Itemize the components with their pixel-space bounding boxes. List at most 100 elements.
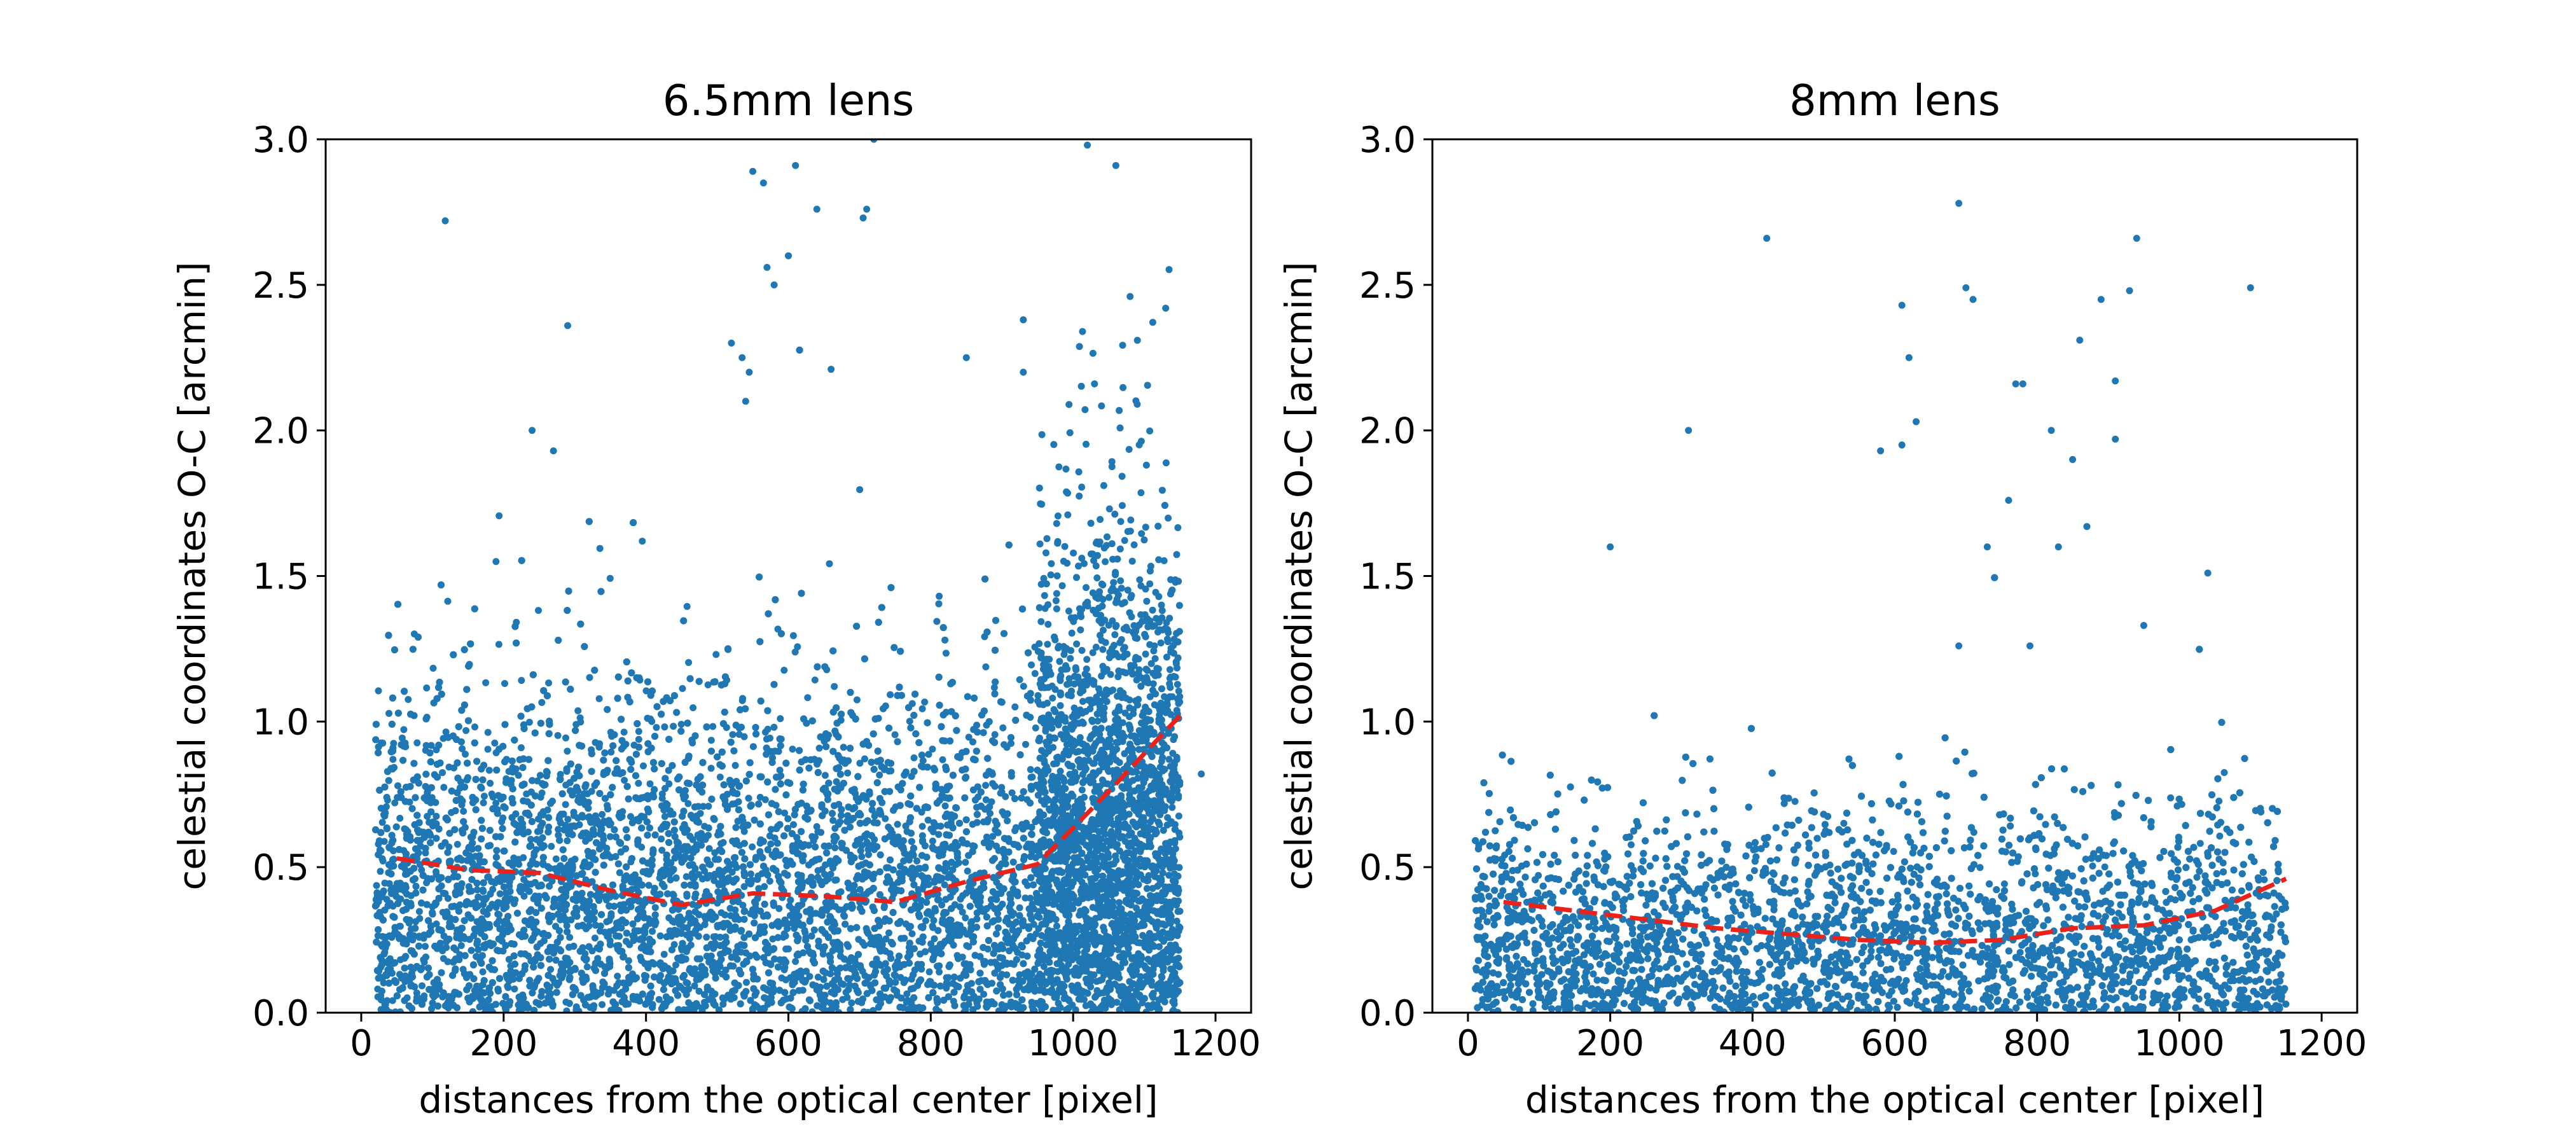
scatter-point (704, 681, 712, 689)
scatter-point (1001, 741, 1008, 749)
scatter-point (440, 955, 447, 962)
scatter-point (523, 880, 530, 887)
scatter-point (1009, 926, 1016, 934)
scatter-point (941, 636, 949, 644)
scatter-point (791, 648, 799, 656)
scatter-point (670, 723, 677, 730)
scatter-point (1021, 894, 1029, 902)
scatter-point (616, 869, 623, 877)
scatter-point (903, 990, 911, 997)
scatter-point (1011, 703, 1019, 711)
scatter-point (651, 904, 659, 912)
scatter-point (969, 738, 976, 746)
scatter-point (422, 943, 429, 950)
scatter-point (564, 837, 571, 845)
scatter-point (679, 684, 686, 692)
scatter-point (621, 777, 628, 784)
scatter-point (495, 512, 503, 520)
scatter-point (462, 727, 470, 734)
scatter-point (1020, 683, 1027, 690)
scatter-point (419, 982, 426, 990)
scatter-point (562, 734, 569, 742)
scatter-point (665, 780, 673, 788)
scatter-point (843, 994, 851, 1001)
scatter-point (790, 821, 797, 828)
scatter-point (499, 814, 507, 822)
scatter-point (973, 721, 981, 729)
scatter-point (924, 816, 932, 824)
scatter-point (727, 912, 735, 919)
scatter-point (1016, 971, 1023, 978)
scatter-point (400, 726, 408, 733)
scatter-point (821, 772, 829, 779)
scatter-point (929, 922, 936, 930)
scatter-point (415, 908, 423, 915)
scatter-point (554, 732, 562, 739)
scatter-point (743, 978, 750, 986)
scatter-point (491, 739, 499, 747)
scatter-point (865, 851, 872, 858)
scatter-point (396, 814, 404, 822)
scatter-point (538, 698, 546, 706)
scatter-point (964, 867, 971, 875)
scatter-point (929, 746, 936, 753)
scatter-point (480, 799, 487, 807)
scatter-point (456, 901, 464, 908)
scatter-point (729, 731, 737, 739)
scatter-point (627, 813, 634, 821)
scatter-point (562, 801, 569, 808)
scatter-point (689, 704, 697, 712)
scatter-point (677, 721, 685, 728)
scatter-point (989, 833, 997, 840)
scatter-point (777, 715, 784, 723)
scatter-point (925, 751, 932, 758)
scatter-point (649, 847, 657, 854)
scatter-point (444, 597, 452, 605)
scatter-point (831, 844, 839, 852)
scatter-point (805, 842, 812, 849)
scatter-point (683, 602, 691, 610)
scatter-point (433, 920, 440, 927)
scatter-point (640, 762, 647, 770)
scatter-point (936, 968, 943, 976)
scatter-point (484, 728, 492, 736)
scatter-point (906, 801, 914, 808)
scatter-point (685, 659, 693, 666)
scatter-point (423, 684, 431, 691)
scatter-point (416, 915, 424, 922)
scatter-point (844, 769, 852, 777)
scatter-point (485, 767, 493, 774)
scatter-point (780, 930, 788, 938)
scatter-point (635, 779, 642, 787)
scatter-point (936, 592, 943, 600)
scatter-point (495, 641, 502, 648)
scatter-point (991, 731, 999, 739)
scatter-point (705, 845, 713, 852)
scatter-point (941, 802, 949, 810)
scatter-point (941, 881, 948, 889)
scatter-point (761, 994, 768, 1001)
scatter-point (606, 574, 614, 582)
scatter-point (962, 914, 969, 922)
scatter-point (712, 933, 719, 940)
scatter-point (377, 868, 384, 875)
scatter-point (599, 1001, 606, 1008)
scatter-point (845, 943, 852, 950)
scatter-point (794, 643, 801, 651)
scatter-point (625, 957, 632, 964)
scatter-point (517, 744, 525, 751)
scatter-point (418, 866, 426, 874)
scatter-point (804, 694, 812, 702)
scatter-point (373, 882, 380, 889)
scatter-point (749, 743, 757, 751)
scatter-point (487, 779, 494, 787)
scatter-point (891, 731, 899, 739)
scatter-point (1027, 894, 1034, 902)
scatter-point (1009, 858, 1017, 866)
scatter-point (614, 973, 621, 980)
scatter-point (918, 705, 926, 712)
scatter-point (761, 728, 769, 736)
scatter-point (429, 665, 437, 672)
scatter-point (938, 786, 945, 793)
